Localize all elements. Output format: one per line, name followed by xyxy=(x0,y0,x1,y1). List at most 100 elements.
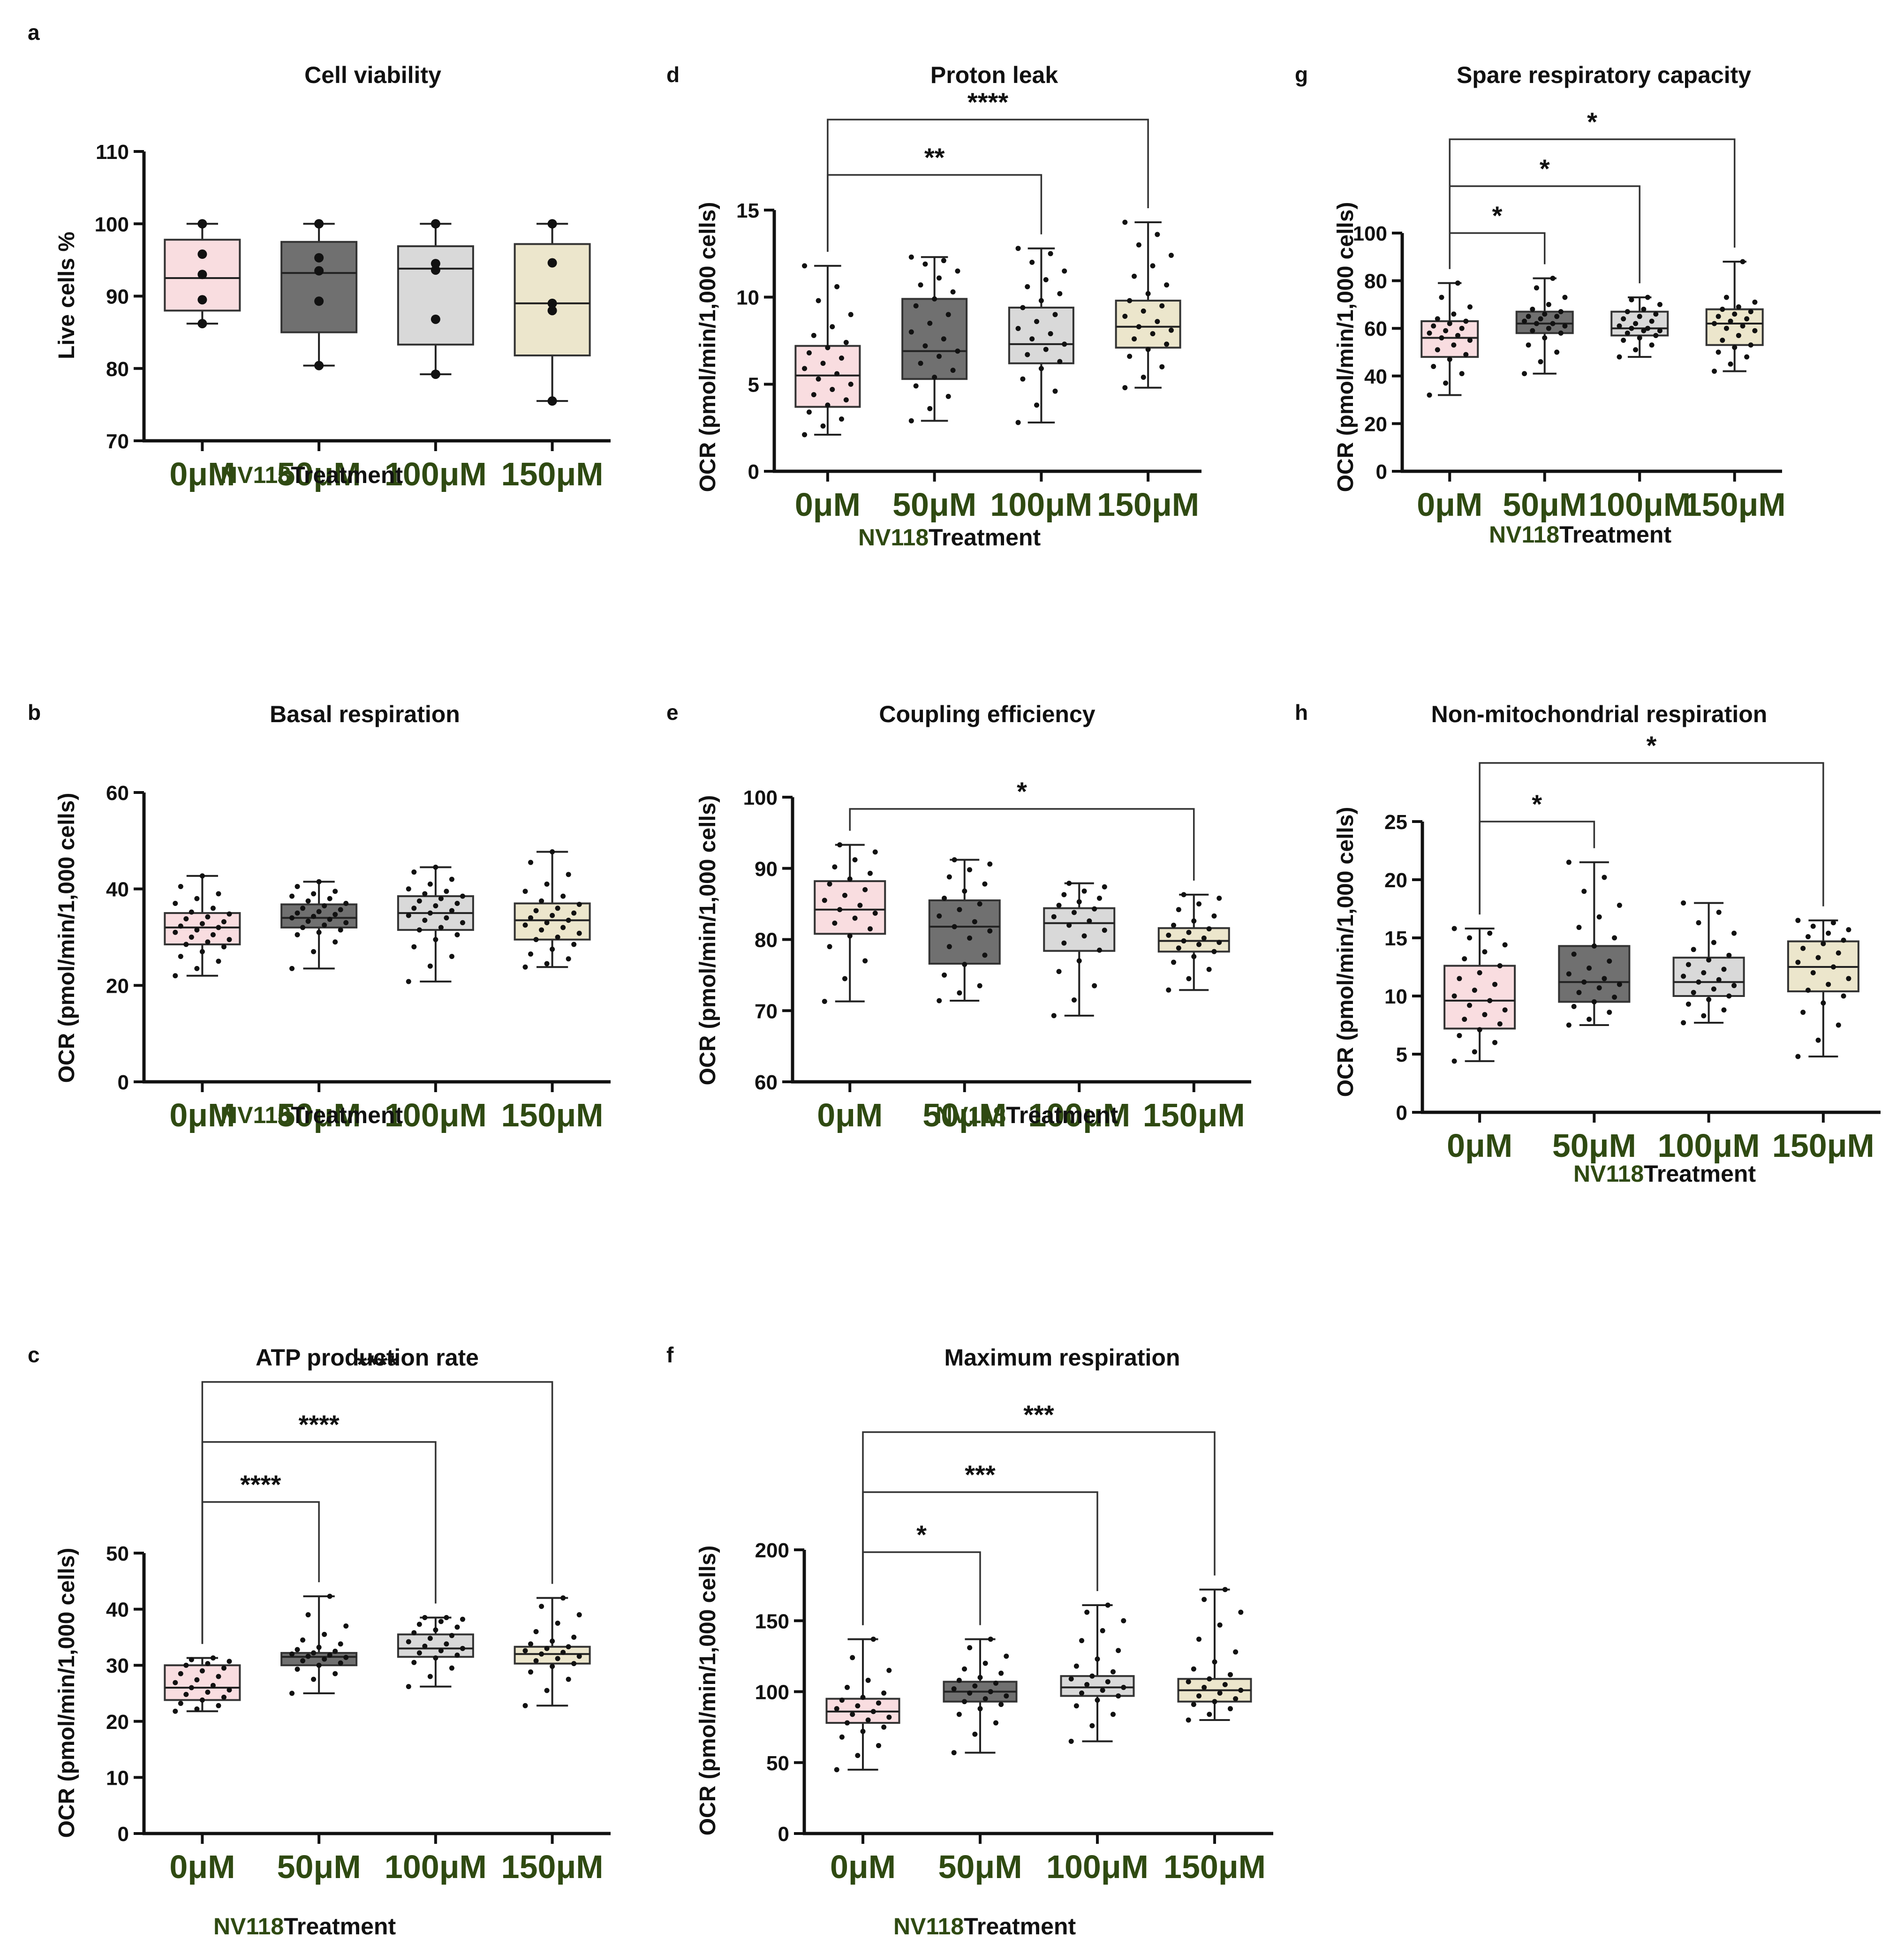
data-point xyxy=(865,1717,871,1723)
data-point xyxy=(1439,294,1444,300)
data-point xyxy=(1602,875,1607,880)
x-tick-label: 100μM xyxy=(385,456,487,492)
data-point xyxy=(1546,302,1551,307)
box-3 xyxy=(1115,221,1181,389)
data-point xyxy=(1451,993,1457,999)
data-point xyxy=(1038,366,1044,371)
data-point xyxy=(1196,1637,1202,1642)
data-point xyxy=(1685,1001,1691,1007)
box-0 xyxy=(814,844,886,1003)
data-point xyxy=(314,219,324,229)
chart-title: Basal respiration xyxy=(270,701,460,727)
data-point xyxy=(956,1677,962,1683)
x-axis-label-suffix: Treatment xyxy=(929,524,1041,551)
data-point xyxy=(972,1683,978,1689)
data-point xyxy=(1649,318,1655,324)
data-point xyxy=(173,1680,178,1685)
data-point xyxy=(547,219,557,229)
data-point xyxy=(845,1720,850,1726)
data-point xyxy=(962,1699,967,1705)
data-point xyxy=(550,1638,555,1644)
x-tick-label: 0μM xyxy=(169,1849,235,1885)
data-point xyxy=(867,926,873,932)
data-point xyxy=(449,908,454,913)
data-point xyxy=(1612,994,1617,1000)
data-point xyxy=(1020,376,1026,382)
data-point xyxy=(1607,958,1612,964)
data-point xyxy=(1706,996,1712,1002)
significance-bracket xyxy=(1479,821,1595,915)
x-tick-label: 150μM xyxy=(1684,486,1786,523)
data-point xyxy=(311,913,317,919)
data-point xyxy=(850,1712,855,1717)
y-axis-label: OCR (pmol/min/1,000 cells) xyxy=(54,793,79,1083)
x-axis-label-prefix: NV118 xyxy=(893,1913,964,1939)
data-point xyxy=(431,370,440,379)
data-point xyxy=(952,857,957,863)
data-point xyxy=(422,1644,428,1649)
data-point xyxy=(876,1700,881,1706)
y-tick-label: 70 xyxy=(755,1000,778,1023)
data-point xyxy=(1748,309,1753,315)
data-point xyxy=(1681,1020,1686,1026)
box-0 xyxy=(794,264,861,436)
data-point xyxy=(1431,363,1436,369)
data-point xyxy=(1637,314,1642,319)
data-point xyxy=(1196,901,1202,907)
data-point xyxy=(1020,305,1026,310)
data-point xyxy=(444,1615,449,1621)
data-point xyxy=(962,1666,967,1672)
panel-letter: c xyxy=(28,1343,40,1367)
data-point xyxy=(886,1668,892,1673)
data-point xyxy=(1562,323,1568,329)
data-point xyxy=(1443,380,1449,386)
data-point xyxy=(210,906,216,911)
data-point xyxy=(316,1662,322,1668)
data-point xyxy=(173,929,178,935)
data-point xyxy=(528,915,534,921)
data-point xyxy=(327,916,332,922)
x-tick-label: 150μM xyxy=(1164,1849,1266,1885)
data-point xyxy=(967,1645,973,1651)
data-point xyxy=(576,902,582,907)
significance-bracket xyxy=(201,1501,320,1644)
data-point xyxy=(1685,962,1691,967)
x-tick-label: 100μM xyxy=(1028,1097,1130,1133)
x-tick-label: 150μM xyxy=(1772,1127,1874,1164)
data-point xyxy=(955,348,960,354)
data-point xyxy=(1637,335,1642,341)
data-point xyxy=(1581,889,1587,894)
data-point xyxy=(1079,1690,1085,1696)
significance-bracket xyxy=(201,1381,553,1644)
data-point xyxy=(311,1676,317,1682)
data-point xyxy=(444,915,449,921)
data-point xyxy=(927,406,933,411)
data-point xyxy=(533,908,539,913)
data-point xyxy=(951,1686,957,1691)
y-axis-label: OCR (pmol/min/1,000 cells) xyxy=(1333,807,1358,1097)
data-point xyxy=(1029,259,1035,265)
data-point xyxy=(957,990,962,996)
data-point xyxy=(1534,285,1539,291)
data-point xyxy=(1701,970,1707,975)
data-point xyxy=(178,954,183,959)
data-point xyxy=(1447,321,1452,326)
data-point xyxy=(1116,1648,1121,1653)
data-point xyxy=(825,345,831,350)
data-point xyxy=(199,1697,205,1703)
data-point xyxy=(1477,970,1482,975)
data-point xyxy=(427,1674,433,1679)
chart-title: Cell viability xyxy=(304,62,441,88)
data-point xyxy=(1227,1672,1233,1677)
data-point xyxy=(1463,352,1469,357)
data-point xyxy=(316,929,322,935)
x-axis-label: NV118Treatment xyxy=(220,462,403,488)
x-axis-label: NV118Treatment xyxy=(220,1102,403,1128)
data-point xyxy=(816,298,821,303)
data-point xyxy=(197,270,207,279)
data-point xyxy=(1015,326,1021,332)
data-point xyxy=(1711,986,1716,992)
box-1 xyxy=(280,223,358,367)
data-point xyxy=(1051,914,1057,920)
data-point xyxy=(205,1690,211,1695)
